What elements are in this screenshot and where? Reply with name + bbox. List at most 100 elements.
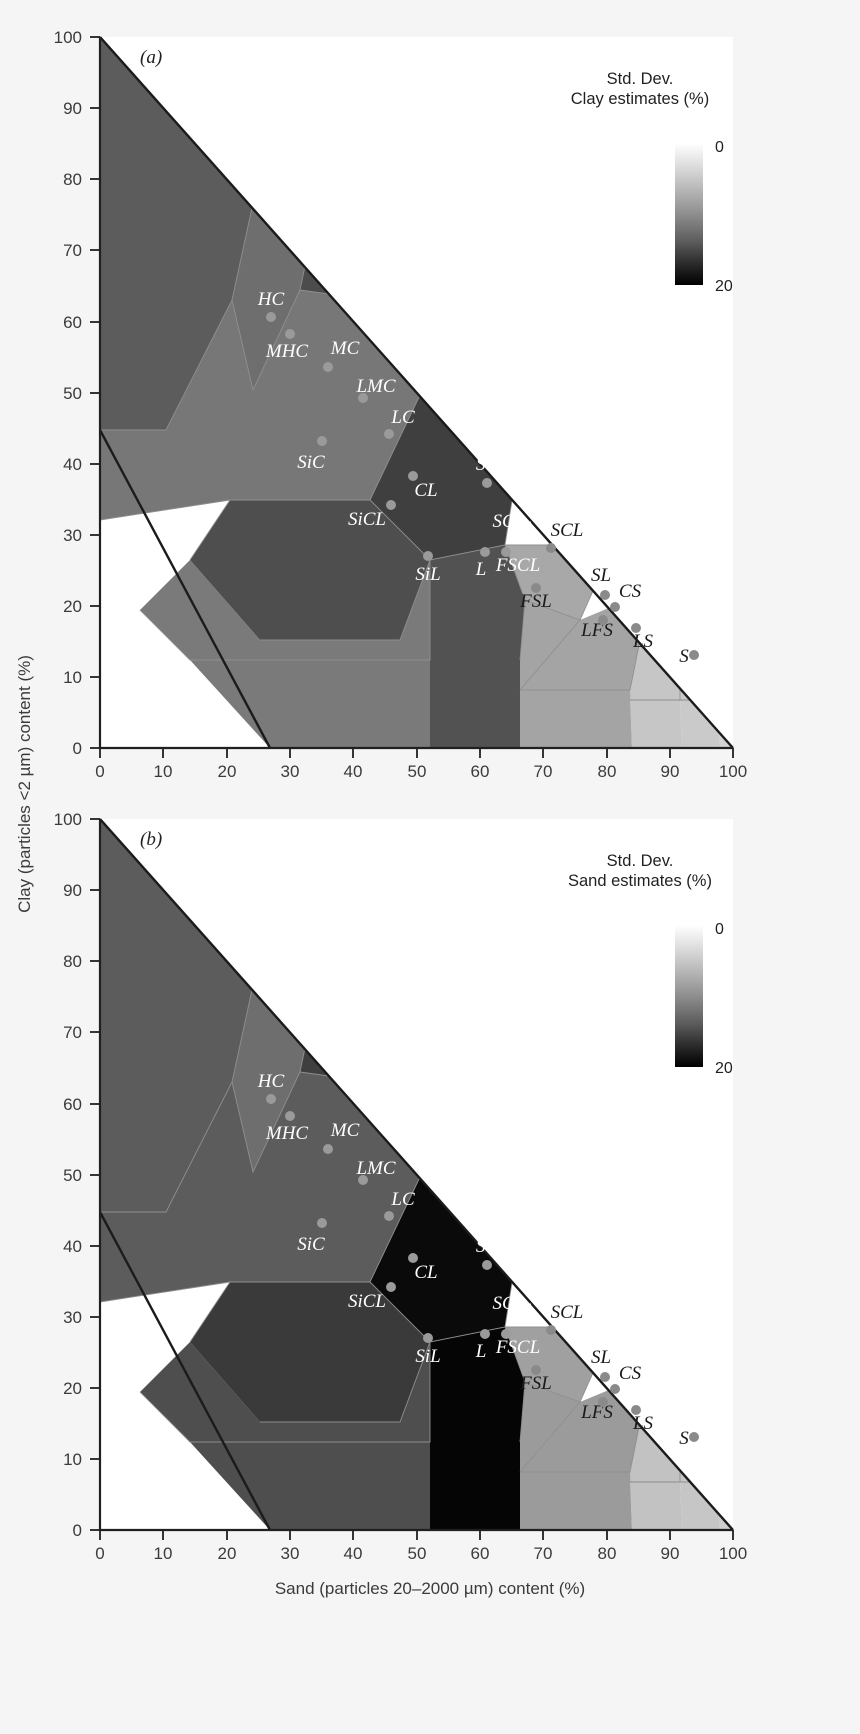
label-b-S: S [679, 1428, 689, 1449]
panel-a-xtick-40: 40 [344, 762, 363, 781]
panel-b-hypotenuse [99, 818, 734, 1531]
label-HC: HC [257, 289, 285, 310]
label-b-LMC: LMC [355, 1158, 395, 1179]
centroid-L [480, 547, 490, 557]
panel-b-class-labels: HC MHC MC LMC LC SiC CL SiCL SC SiL L SC… [257, 1071, 699, 1449]
panel-a-xtick-90: 90 [661, 762, 680, 781]
panel-a-ytick-60: 60 [63, 313, 82, 332]
centroid-SCL [546, 543, 556, 553]
panel-b-xtick-80: 80 [598, 1544, 617, 1563]
centroid-b-S [689, 1432, 699, 1442]
panel-a-ytick-80: 80 [63, 170, 82, 189]
region-b-L-lower [430, 1442, 520, 1530]
region-SiC [100, 290, 420, 520]
label-FSL: FSL [519, 591, 552, 612]
region-L [430, 545, 525, 660]
panel-a-xtick-10: 10 [154, 762, 173, 781]
centroid-b-SCL [546, 1325, 556, 1335]
centroid-SiC [317, 436, 327, 446]
centroid-SiCL [386, 500, 396, 510]
panel-a-ytick-0: 0 [73, 739, 82, 758]
centroid-b-SiL [423, 1333, 433, 1343]
panel-b-xtick-20: 20 [218, 1544, 237, 1563]
panel-b-legend: Std. Dev. Sand estimates (%) 0 20 [568, 852, 733, 1077]
panel-a-legend-line1: Std. Dev. [607, 70, 674, 88]
centroid-b-SC [482, 1260, 492, 1270]
panel-b-xtick-30: 30 [281, 1544, 300, 1563]
label-LFS: LFS [580, 620, 613, 641]
panel-b-legend-line1: Std. Dev. [607, 852, 674, 870]
panel-b-xtick-40: 40 [344, 1544, 363, 1563]
panel-b-xtick-0: 0 [95, 1544, 104, 1563]
panel-b-ytick-60: 60 [63, 1095, 82, 1114]
x-axis-title: Sand (particles 20–2000 µm) content (%) [275, 1579, 585, 1598]
panel-b-ytick-70: 70 [63, 1023, 82, 1042]
centroid-MC [323, 362, 333, 372]
region-b-SiL-lower [190, 1442, 430, 1530]
panel-a-class-labels: HC MHC MC LMC LC SiC CL SiCL SC SiL L SC… [257, 289, 699, 667]
label-b-LS: LS [632, 1413, 654, 1434]
panel-b-x-ticks: 0 10 20 30 40 50 60 70 80 90 100 [95, 1530, 747, 1563]
label-b-LC: LC [390, 1189, 415, 1210]
centroid-SiL [423, 551, 433, 561]
label-SCL: SCL [551, 520, 584, 541]
panel-a-xtick-0: 0 [95, 762, 104, 781]
panel-b-lower-bound [98, 1211, 272, 1531]
label-MHC: MHC [265, 341, 309, 362]
centroid-b-CL [408, 1253, 418, 1263]
region-b-SiL [140, 1342, 430, 1442]
region-L-lower [430, 660, 520, 748]
panel-a-ytick-70: 70 [63, 241, 82, 260]
centroid-SCL-FSCL [501, 547, 511, 557]
centroid-b-CS [610, 1384, 620, 1394]
panel-b: 100 90 80 70 60 50 40 30 20 10 0 0 10 [54, 810, 748, 1563]
centroid-HC [266, 312, 276, 322]
centroid-b-SCL-FSCL [501, 1329, 511, 1339]
centroid-b-LC [384, 1211, 394, 1221]
panel-b-ytick-30: 30 [63, 1308, 82, 1327]
centroid-LFS [598, 615, 608, 625]
label-SC: SC [476, 454, 499, 475]
panel-b-ytick-40: 40 [63, 1237, 82, 1256]
panel-a-ytick-30: 30 [63, 526, 82, 545]
label-b-CL: CL [414, 1262, 437, 1283]
label-b-HC: HC [257, 1071, 285, 1092]
panel-a: 100 90 80 70 60 50 40 30 20 10 0 0 [54, 28, 748, 781]
centroid-FSL [531, 583, 541, 593]
label-b-FSL: FSL [519, 1373, 552, 1394]
panel-b-colorbar-min: 0 [715, 921, 724, 938]
panel-a-letter: (a) [140, 47, 162, 68]
label-b-SiC: SiC [297, 1234, 325, 1255]
label-b-SiL: SiL [415, 1346, 440, 1367]
centroid-b-LMC [358, 1175, 368, 1185]
region-b-SiCL [190, 1282, 430, 1422]
centroid-LMC [358, 393, 368, 403]
label-b-CS: CS [619, 1363, 642, 1384]
label-LS: LS [632, 631, 654, 652]
region-b-SiC [100, 1072, 420, 1302]
region-FSL-lower [520, 690, 632, 748]
centroid-LS [631, 623, 641, 633]
region-SiL [140, 560, 430, 660]
panel-a-xtick-30: 30 [281, 762, 300, 781]
panel-b-xtick-50: 50 [408, 1544, 427, 1563]
panel-a-xtick-70: 70 [534, 762, 553, 781]
panel-a-colorbar-min: 0 [715, 139, 724, 156]
label-S: S [679, 646, 689, 667]
panel-a-hypotenuse [99, 36, 734, 749]
panel-a-ytick-50: 50 [63, 384, 82, 403]
panel-b-y-ticks: 100 90 80 70 60 50 40 30 20 10 0 [54, 810, 100, 1540]
centroid-CL [408, 471, 418, 481]
label-CL: CL [414, 480, 437, 501]
label-LMC: LMC [355, 376, 395, 397]
label-LC: LC [390, 407, 415, 428]
y-axis-title: Clay (particles <2 µm) content (%) [15, 655, 34, 913]
region-SiCL [190, 500, 430, 640]
label-b-SC: SC [476, 1236, 499, 1257]
label-SiL: SiL [415, 564, 440, 585]
centroid-b-FSL [531, 1365, 541, 1375]
region-LFS-lower [630, 700, 682, 748]
panel-a-colorbar-max: 20 [715, 278, 733, 295]
panel-a-legend-line2: Clay estimates (%) [571, 90, 709, 108]
panel-a-colorbar [675, 143, 703, 285]
